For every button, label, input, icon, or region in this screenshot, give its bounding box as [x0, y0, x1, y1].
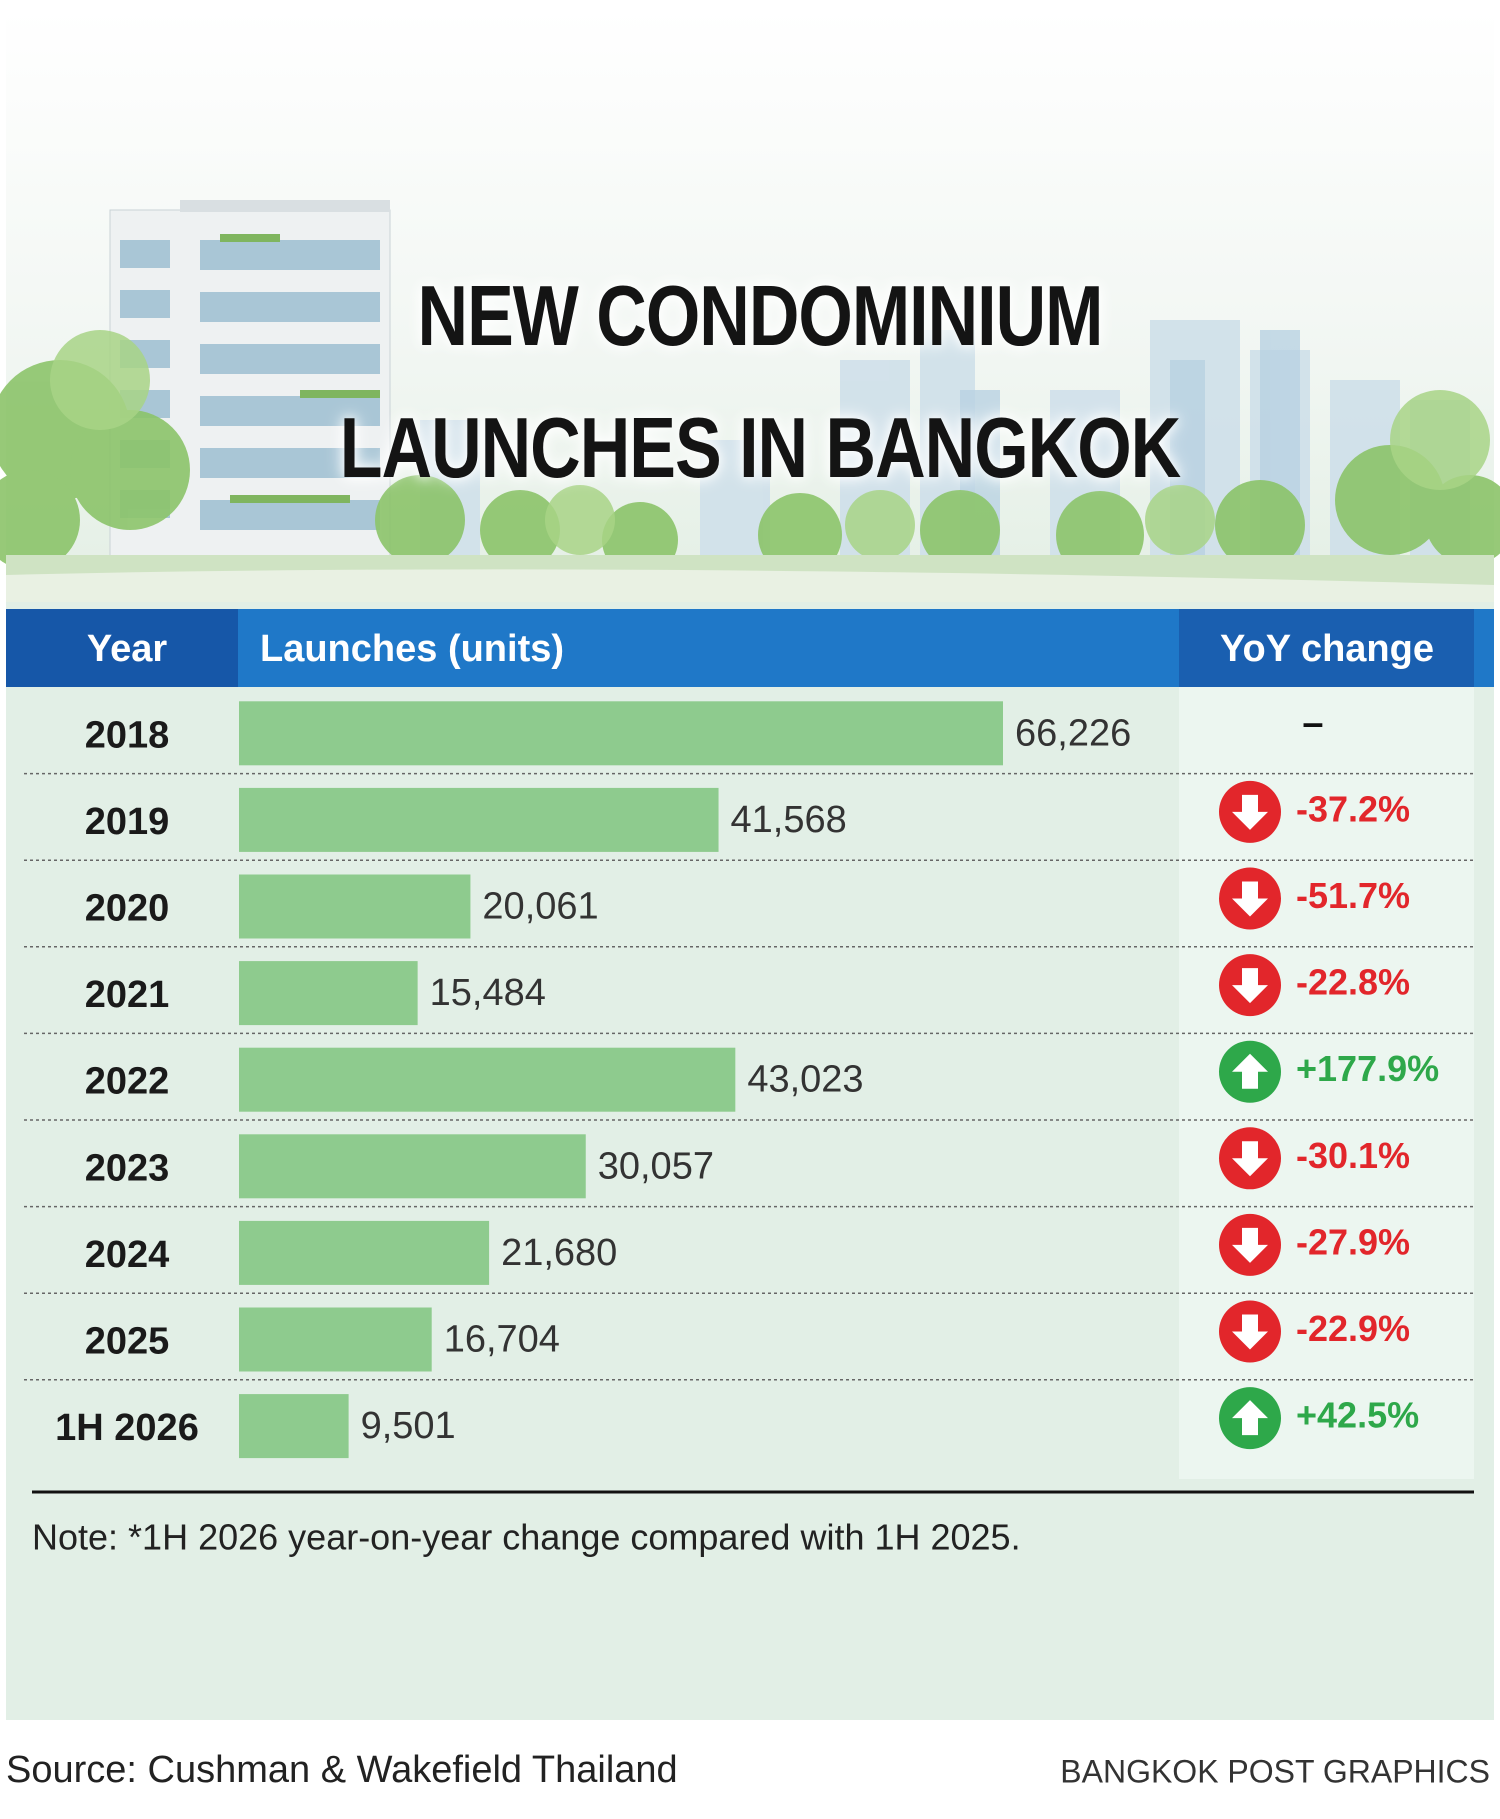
yoy-label: -30.1%	[1296, 1135, 1410, 1176]
source: Source: Cushman & Wakefield Thailand	[6, 1749, 678, 1791]
bar	[239, 1220, 490, 1285]
arrow-shape	[1232, 881, 1268, 917]
change-arrow	[1219, 1040, 1281, 1103]
header-cell	[1179, 609, 1474, 687]
arrow-shape	[1232, 794, 1268, 830]
yoy-label: +42.5%	[1296, 1395, 1419, 1436]
yoy-label: -22.8%	[1296, 962, 1410, 1003]
value-label: 9,501	[361, 1405, 456, 1447]
yoy-label: -27.9%	[1296, 1221, 1410, 1262]
arrow-shape	[1232, 1227, 1268, 1263]
column-header: YoY change	[1220, 628, 1434, 670]
chart-title: NEW CONDOMINIUM LAUNCHES IN BANGKOK	[339, 268, 1181, 496]
value-label: 66,226	[1015, 712, 1131, 754]
header-cell	[238, 609, 1179, 687]
value-label: 41,568	[731, 799, 847, 841]
change-arrow	[1219, 1387, 1281, 1450]
value-label: 43,023	[747, 1059, 863, 1101]
category-label: 2021	[85, 974, 170, 1016]
scenery	[0, 10, 1500, 602]
change-arrow	[1219, 1213, 1281, 1276]
category-label: 1H 2026	[55, 1407, 199, 1449]
bar	[239, 1134, 586, 1199]
arrow-shape	[1232, 1053, 1268, 1089]
change-arrow	[1219, 1300, 1281, 1363]
yoy-label: –	[1302, 702, 1323, 744]
credit: BANGKOK POST GRAPHICS	[1060, 1753, 1490, 1789]
arrow-shape	[1232, 968, 1268, 1004]
bar	[239, 874, 471, 939]
header-cell	[6, 609, 238, 687]
category-label: 2025	[85, 1321, 170, 1363]
yoy-label: +177.9%	[1296, 1048, 1439, 1089]
category-label: 2019	[85, 801, 170, 843]
yoy-label: -51.7%	[1296, 875, 1410, 916]
bar	[239, 787, 719, 852]
note: Note: *1H 2026 year-on-year change compa…	[32, 1517, 1021, 1558]
category-label: 2020	[85, 888, 170, 930]
change-arrow	[1219, 1127, 1281, 1190]
column-header: Year	[87, 628, 168, 670]
column-header: Launches (units)	[260, 628, 564, 670]
bar	[239, 701, 1003, 766]
yoy-label: -37.2%	[1296, 788, 1410, 829]
category-label: 2024	[85, 1234, 170, 1276]
change-arrow	[1219, 954, 1281, 1017]
change-arrow	[1219, 867, 1281, 930]
category-label: 2018	[85, 714, 170, 756]
value-label: 15,484	[430, 972, 546, 1014]
category-label: 2022	[85, 1061, 170, 1103]
bar	[239, 1047, 736, 1112]
bar	[239, 1394, 349, 1459]
value-label: 21,680	[501, 1232, 617, 1274]
arrow-shape	[1232, 1400, 1268, 1436]
bar	[239, 961, 418, 1026]
arrow-shape	[1232, 1314, 1268, 1350]
yoy-label: -22.9%	[1296, 1308, 1410, 1349]
value-label: 30,057	[598, 1145, 714, 1187]
header-cell	[1474, 609, 1494, 687]
bar	[239, 1307, 432, 1372]
arrow-shape	[1232, 1141, 1268, 1177]
value-label: 20,061	[482, 886, 598, 928]
change-arrow	[1219, 780, 1281, 843]
category-label: 2023	[85, 1147, 170, 1189]
value-label: 16,704	[444, 1319, 560, 1361]
